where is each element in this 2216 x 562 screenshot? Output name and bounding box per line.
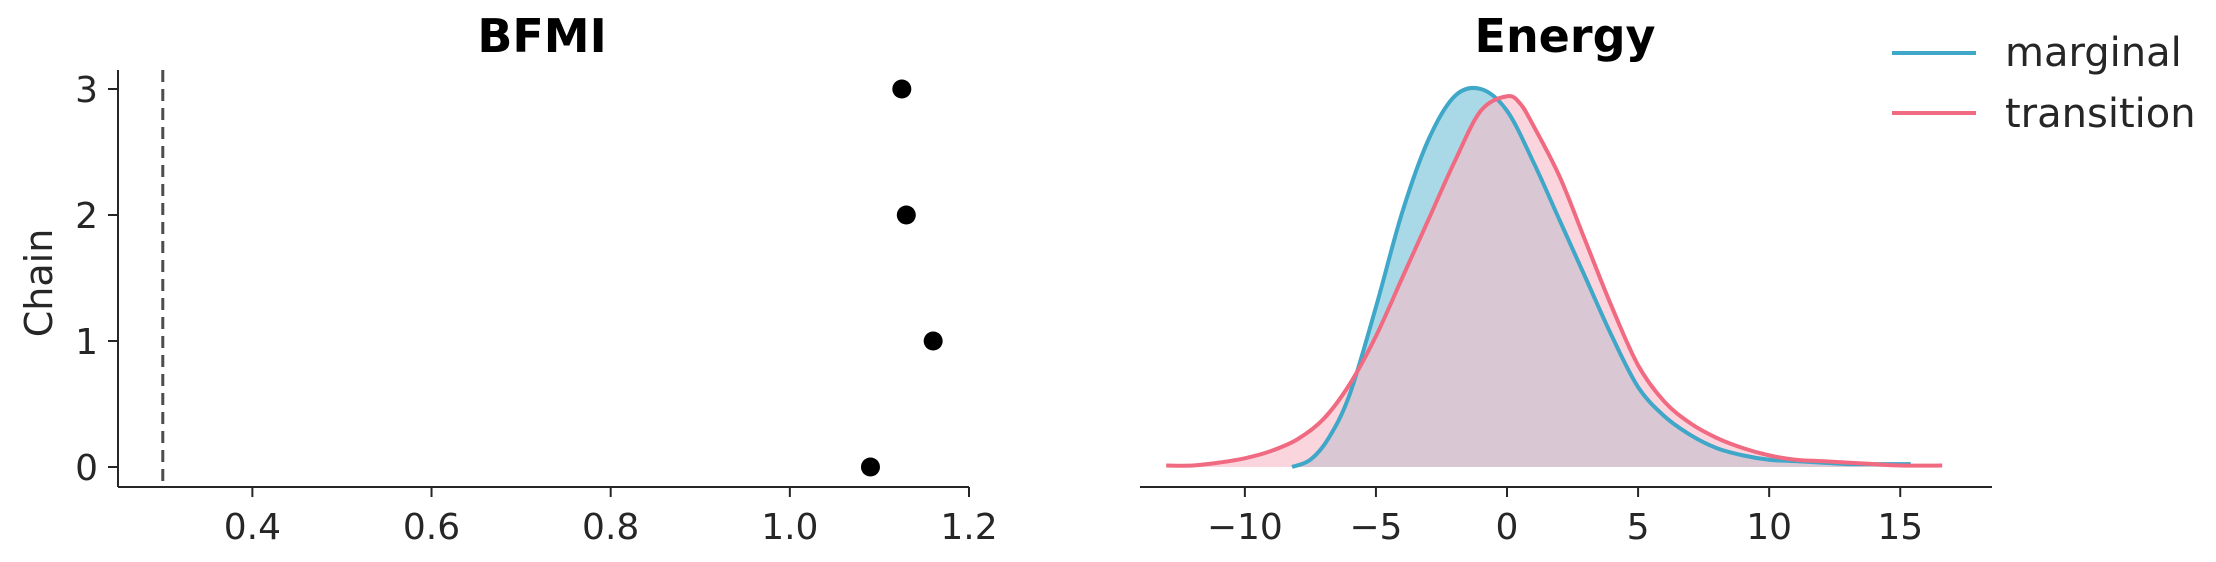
energy-title: Energy [1475,9,1656,63]
bfmi-point-chain-2 [896,205,916,225]
energy-x-tick-label: 0 [1496,507,1519,548]
legend: marginal transition [1892,30,2196,137]
energy-panel: Energy −10 −5 0 5 10 15 [1140,9,1992,548]
bfmi-y-tick-label: 3 [75,70,98,111]
bfmi-x-tick-label: 0.6 [403,507,460,548]
bfmi-x-tick-label: 0.4 [224,507,281,548]
bfmi-y-tick-label: 2 [75,196,98,237]
bfmi-point-chain-0 [860,457,880,477]
legend-transition-label: transition [2005,91,2196,137]
energy-x-tick-label: 5 [1627,507,1650,548]
bfmi-y-tick-label: 0 [75,448,98,489]
energy-transition-area [1166,96,1943,467]
bfmi-x-tick-label: 1.2 [940,507,997,548]
energy-transition-line [1166,94,1943,468]
bfmi-x-tick-label: 0.8 [582,507,639,548]
bfmi-panel: BFMI Chain 0.4 0.6 0.8 1.0 1.2 0 1 2 3 [17,9,998,548]
energy-x-tick-label: 15 [1877,507,1923,548]
bfmi-y-tick-label: 1 [75,322,98,363]
bfmi-y-axis-label: Chain [17,229,61,338]
bfmi-title: BFMI [477,9,606,63]
legend-marginal-label: marginal [2005,30,2182,76]
bfmi-point-chain-3 [892,79,912,99]
bfmi-point-chain-1 [923,331,943,351]
energy-x-tick-label: 10 [1746,507,1792,548]
energy-x-tick-label: −5 [1349,507,1402,548]
energy-x-tick-label: −10 [1207,507,1283,548]
bfmi-x-tick-label: 1.0 [761,507,818,548]
